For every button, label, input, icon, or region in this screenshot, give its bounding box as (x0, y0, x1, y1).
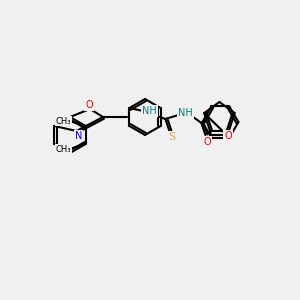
Text: CH₃: CH₃ (56, 145, 71, 154)
Text: NH: NH (178, 108, 193, 118)
Text: CH₃: CH₃ (56, 116, 71, 125)
Text: N: N (75, 131, 82, 141)
Text: O: O (204, 137, 211, 147)
Text: O: O (224, 131, 232, 141)
Text: O: O (85, 100, 93, 110)
Text: S: S (168, 132, 175, 142)
Text: NH: NH (142, 106, 157, 116)
